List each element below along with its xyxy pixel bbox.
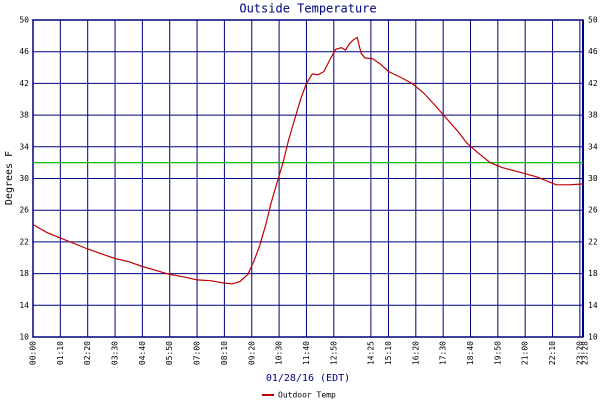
y-tick-label-right: 10 xyxy=(588,333,598,342)
x-tick-label: 23:28 xyxy=(581,341,590,365)
x-tick-label: 07:00 xyxy=(193,341,202,365)
y-tick-label-right: 18 xyxy=(588,269,598,278)
x-tick-label: 11:40 xyxy=(302,341,311,365)
y-tick-label-right: 30 xyxy=(588,174,598,183)
chart-title: Outside Temperature xyxy=(239,2,376,16)
y-tick-label-right: 22 xyxy=(588,237,598,246)
y-tick-label: 18 xyxy=(19,269,29,278)
legend-label: Outdoor Temp xyxy=(278,391,336,400)
x-tick-label: 02:20 xyxy=(83,341,92,365)
x-tick-label: 21:00 xyxy=(521,341,530,365)
x-tick-label: 05:50 xyxy=(165,341,174,365)
x-tick-label: 23:20 xyxy=(575,341,584,365)
x-tick-label: 19:50 xyxy=(493,341,502,365)
x-tick-label: 08:10 xyxy=(220,341,229,365)
y-tick-label: 14 xyxy=(19,301,29,310)
y-tick-label-right: 50 xyxy=(588,16,598,25)
y-tick-label: 22 xyxy=(19,237,29,246)
y-tick-label: 38 xyxy=(19,111,29,120)
y-tick-label-right: 46 xyxy=(588,47,598,56)
x-axis-label: 01/28/16 (EDT) xyxy=(266,373,350,384)
x-tick-label: 00:00 xyxy=(29,341,38,365)
x-tick-label: 16:20 xyxy=(411,341,420,365)
y-tick-label: 46 xyxy=(19,47,29,56)
y-tick-label-right: 34 xyxy=(588,142,598,151)
x-tick-label: 03:30 xyxy=(111,341,120,365)
data-line xyxy=(32,36,584,285)
x-tick-label: 22:10 xyxy=(548,341,557,365)
y-tick-label-right: 42 xyxy=(588,79,598,88)
x-tick-label: 12:50 xyxy=(329,341,338,365)
y-tick-label: 34 xyxy=(19,142,29,151)
x-tick-label: 01:10 xyxy=(56,341,65,365)
x-tick-label: 18:40 xyxy=(466,341,475,365)
x-tick-label: 14:25 xyxy=(366,341,375,365)
x-tick-label: 17:30 xyxy=(439,341,448,365)
y-tick-label: 26 xyxy=(19,206,29,215)
x-tick-label: 10:30 xyxy=(275,341,284,365)
y-tick-label: 10 xyxy=(19,333,29,342)
y-tick-label: 50 xyxy=(19,16,29,25)
x-tick-label: 04:40 xyxy=(138,341,147,365)
y-tick-label-right: 38 xyxy=(588,111,598,120)
y-tick-label-right: 26 xyxy=(588,206,598,215)
x-tick-label: 09:20 xyxy=(247,341,256,365)
x-tick-label: 15:10 xyxy=(384,341,393,365)
y-tick-label: 42 xyxy=(19,79,29,88)
y-tick-label: 30 xyxy=(19,174,29,183)
y-axis-label: Degrees F xyxy=(4,151,15,205)
y-tick-label-right: 14 xyxy=(588,301,598,310)
